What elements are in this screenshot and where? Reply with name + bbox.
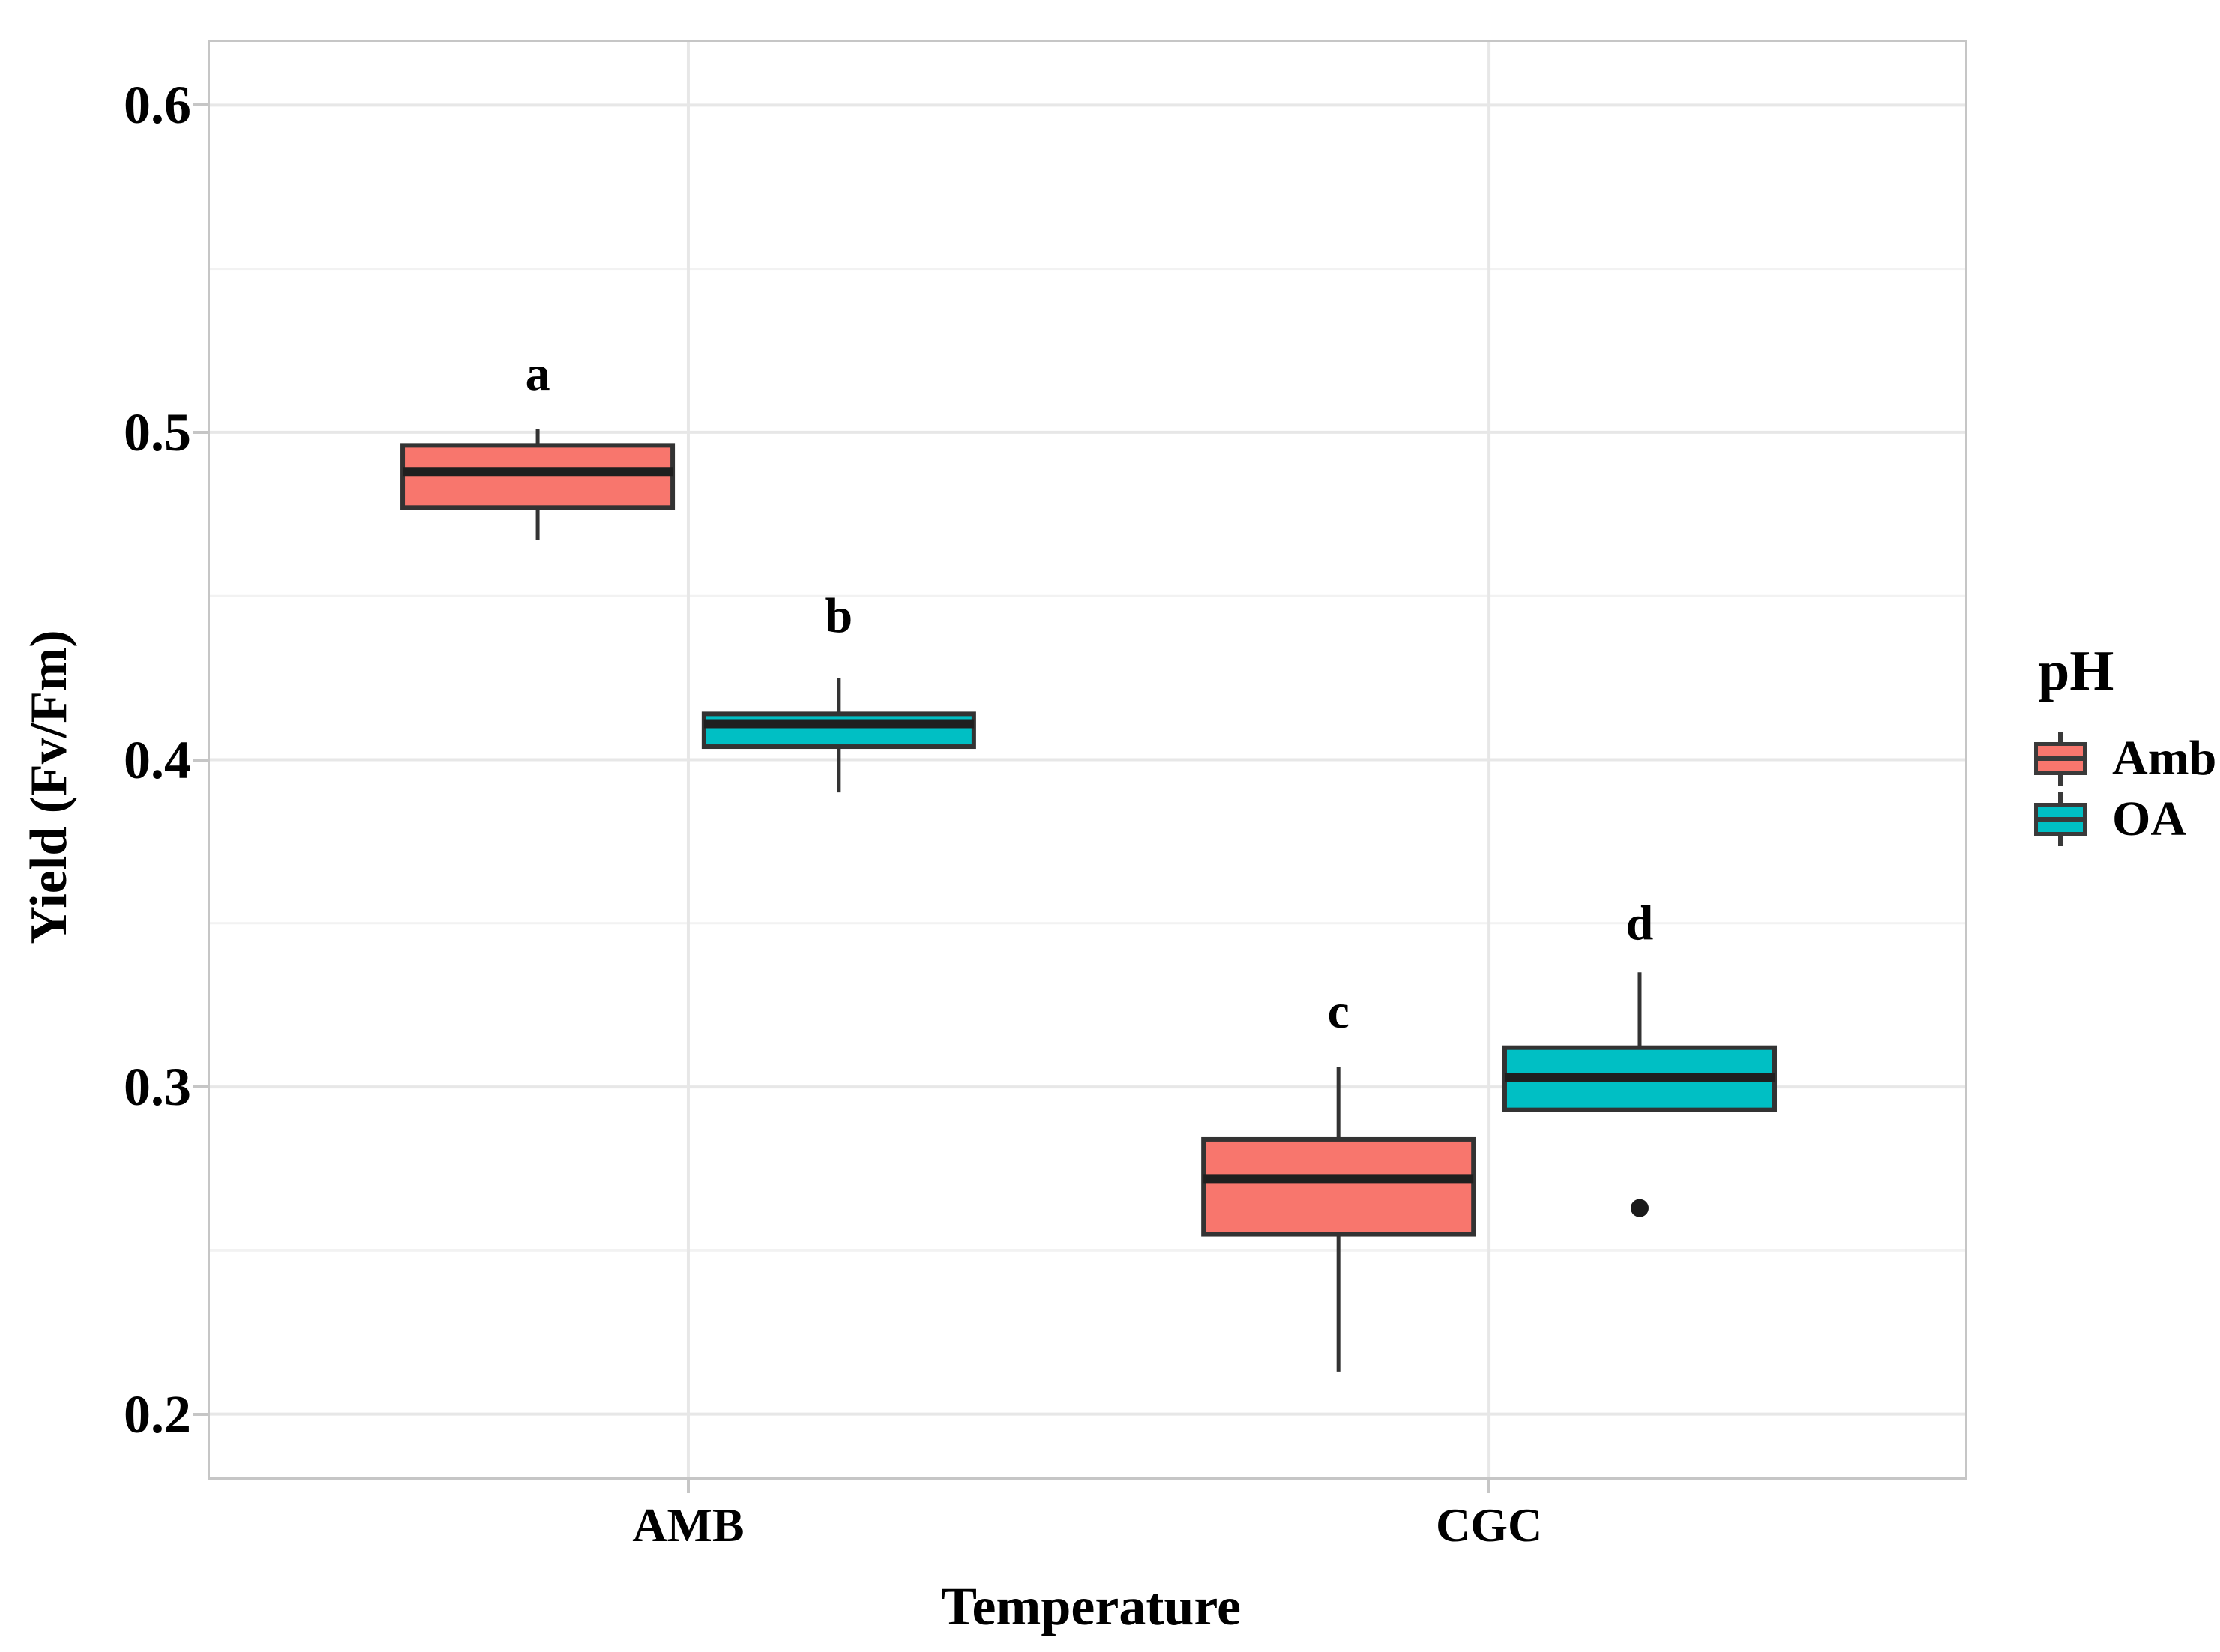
y-tick-label-0.6: 0.6: [124, 75, 191, 136]
sig-letter-d: d: [1626, 896, 1654, 950]
legend-key-boxplot-icon: [2034, 732, 2087, 786]
boxplot-canvas: a c b d: [210, 42, 1965, 1477]
y-axis-title: Yield (Fv/Fm): [20, 630, 78, 944]
legend: pH Amb OA: [1994, 639, 2219, 853]
y-tick-mark: [193, 758, 208, 762]
x-tick-mark: [1487, 1480, 1491, 1493]
legend-label-OA: OA: [2112, 792, 2186, 846]
sig-letter-c: c: [1328, 984, 1350, 1039]
sig-letter-b: b: [825, 588, 853, 643]
legend-label-Amb: Amb: [2112, 731, 2217, 786]
x-tick-mark: [686, 1480, 690, 1493]
plot-panel: a c b d: [208, 40, 1967, 1480]
y-tick-mark: [193, 103, 208, 107]
legend-title: pH: [2038, 639, 2114, 702]
legend-entries: Amb OA: [1994, 732, 2219, 846]
legend-entry-Amb: Amb: [2034, 732, 2219, 786]
legend-key-boxplot-icon: [2034, 792, 2087, 846]
y-tick-label-0.4: 0.4: [124, 729, 191, 790]
y-tick-mark: [193, 1412, 208, 1416]
y-tick-label-0.5: 0.5: [124, 402, 191, 462]
sig-letter-a: a: [526, 346, 550, 401]
box-AMB-OA: [701, 711, 976, 750]
box-AMB-Amb: [400, 443, 676, 510]
y-tick-label-0.2: 0.2: [124, 1384, 191, 1444]
y-tick-mark: [193, 1085, 208, 1089]
legend-entry-OA: OA: [2034, 792, 2219, 846]
x-axis-title: Temperature: [941, 1576, 1241, 1636]
legend-key-median: [2034, 817, 2087, 822]
box-CGC-Amb: [1201, 1136, 1476, 1237]
x-tick-label-CGC: CGC: [1435, 1498, 1543, 1552]
legend-key-median: [2034, 756, 2087, 761]
outlier-point: [1630, 1199, 1649, 1217]
x-tick-label-AMB: AMB: [632, 1498, 744, 1552]
y-tick-label-0.3: 0.3: [124, 1057, 191, 1118]
y-tick-mark: [193, 430, 208, 434]
